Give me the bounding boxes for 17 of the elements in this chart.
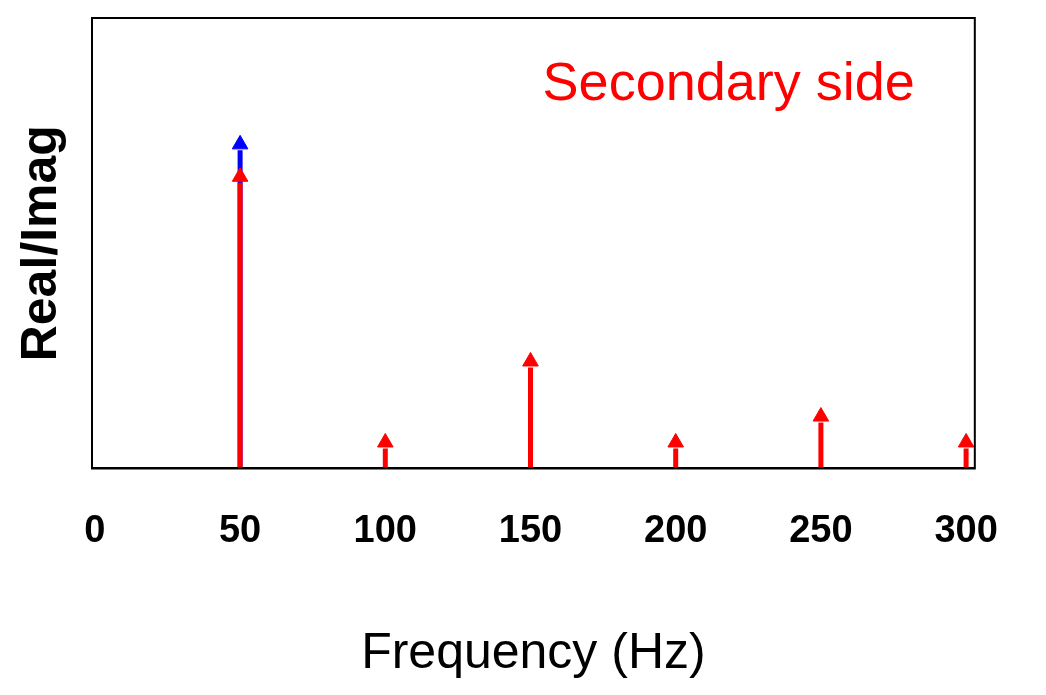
x-tick-label: 50 [218, 507, 262, 550]
x-tick-label: 100 [353, 507, 418, 550]
point [231, 167, 249, 182]
x-tick-label: 150 [498, 507, 563, 550]
x-tick-label: 0 [84, 507, 106, 550]
point [957, 432, 975, 448]
point [377, 432, 394, 448]
point [812, 407, 830, 422]
point [522, 351, 539, 367]
point [231, 134, 249, 150]
x-tick-label: 300 [934, 507, 998, 550]
y-axis-title: Real/Imag [10, 125, 67, 362]
text: Secondary side [542, 50, 915, 111]
x-axis-title: Frequency (Hz) [361, 622, 706, 679]
x-tick-label: 200 [644, 507, 708, 550]
point [667, 432, 684, 448]
x-tick-label: 250 [789, 507, 853, 550]
